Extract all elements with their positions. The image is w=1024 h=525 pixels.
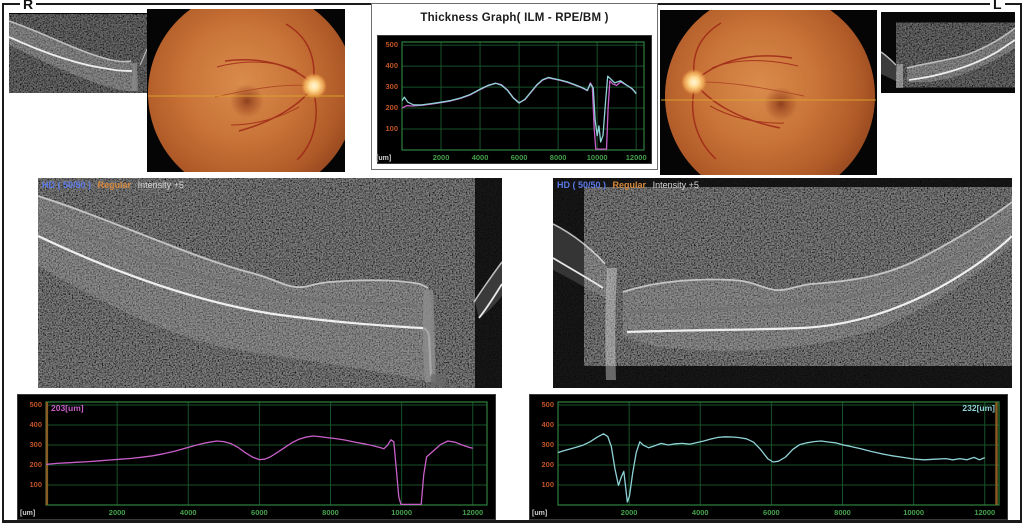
x-tick-label: 4000 [179,508,197,517]
bscan-graphic [38,178,502,388]
fundus-photo-graphic [660,10,877,175]
x-tick-label: 12000 [974,508,996,517]
right-eye-oct-thumbnail[interactable] [9,13,147,93]
regular-mode-label: Regular [97,180,132,190]
axis-unit-label: [um] [20,510,36,517]
y-tick-label: 300 [385,82,398,92]
left-eye-thickness-chart[interactable]: 100 200 300 400 500 2000 4000 6000 8000 10000 1200… [529,394,1008,520]
thickness-value-label: 203[um] [51,403,84,413]
thickness-value-label: 232[um] [962,403,995,413]
x-tick-label: 4000 [471,153,489,162]
right-eye-label: R [20,0,37,12]
left-eye-thickness-line [402,76,636,142]
axis-unit-label: [um] [376,155,392,162]
x-tick-label: 12000 [462,508,484,517]
y-tick-label: 100 [541,480,554,490]
x-tick-label: 8000 [549,153,567,162]
thickness-graph-title: Thickness Graph( ILM - RPE/BM ) [420,12,609,24]
thickness-overlay-chart[interactable]: 100 200 300 400 500 2000 4000 6000 8000 10000 1200… [376,35,652,164]
intensity-label: Intensity +5 [652,180,699,190]
plot-border [558,402,999,505]
x-tick-label: 10000 [391,508,413,517]
x-tick-label: 2000 [432,153,450,162]
y-tick-label: 300 [29,440,42,450]
thickness-graph-panel: Thickness Graph( ILM - RPE/BM ) 100 200 30… [371,3,658,170]
oct-thumbnail-graphic [881,12,1015,93]
y-tick-label: 500 [29,400,42,410]
x-tick-label: 10000 [903,508,925,517]
y-tick-label: 500 [385,40,398,50]
x-tick-label: 6000 [763,508,780,517]
left-eye-fundus-photo[interactable] [660,10,877,175]
right-eye-thickness-chart[interactable]: 100 200 300 400 500 2000 4000 6000 8000 10000 1200… [17,394,496,520]
hd-mode-label: HD ( 50/50 ) [42,180,92,190]
y-tick-label: 500 [541,400,554,410]
intensity-label: Intensity +5 [137,180,184,190]
left-eye-oct-thumbnail[interactable] [881,12,1015,93]
x-tick-label: 6000 [251,508,268,517]
y-tick-label: 400 [385,61,398,71]
regular-mode-label: Regular [612,180,647,190]
hd-mode-label: HD ( 50/50 ) [557,180,607,190]
right-eye-thickness-line [46,436,473,504]
x-tick-label: 2000 [620,508,638,517]
left-eye-oct-bscan[interactable]: HD ( 50/50 ) Regular Intensity +5 [553,178,1012,388]
x-tick-label: 4000 [691,508,709,517]
plot-area: 100 200 300 400 500 2000 4000 6000 8000 10000 1200… [376,40,647,162]
plot-area: 100 200 300 400 500 2000 4000 6000 8000 10000 1200… [20,400,487,517]
plot-border [46,402,487,505]
y-tick-label: 100 [29,480,42,490]
x-tick-label: 8000 [834,508,851,517]
fundus-photo-graphic [147,9,345,172]
y-tick-label: 300 [541,440,554,450]
x-tick-label: 8000 [322,508,339,517]
right-eye-fundus-photo[interactable] [147,9,345,172]
plot-border [402,42,644,150]
axis-unit-label: [um] [532,510,548,517]
right-eye-oct-bscan[interactable]: HD ( 50/50 ) Regular Intensity +5 [38,178,502,388]
x-tick-label: 6000 [510,153,528,162]
left-eye-thickness-line [558,434,985,502]
plot-area: 100 200 300 400 500 2000 4000 6000 8000 10000 1200… [532,400,999,517]
y-tick-label: 200 [29,460,42,470]
bscan-scan-settings-label: HD ( 50/50 ) Regular Intensity +5 [42,180,184,190]
x-tick-label: 10000 [586,153,608,162]
left-eye-label: L [990,0,1005,12]
y-tick-label: 200 [385,103,398,113]
y-tick-label: 100 [385,124,398,134]
bscan-graphic [553,178,1012,388]
x-tick-label: 2000 [108,508,126,517]
oct-thumbnail-graphic [9,13,147,93]
y-tick-label: 200 [541,460,554,470]
x-tick-label: 12000 [625,153,647,162]
y-tick-label: 400 [541,420,554,430]
bscan-scan-settings-label: HD ( 50/50 ) Regular Intensity +5 [557,180,699,190]
y-tick-label: 400 [29,420,42,430]
